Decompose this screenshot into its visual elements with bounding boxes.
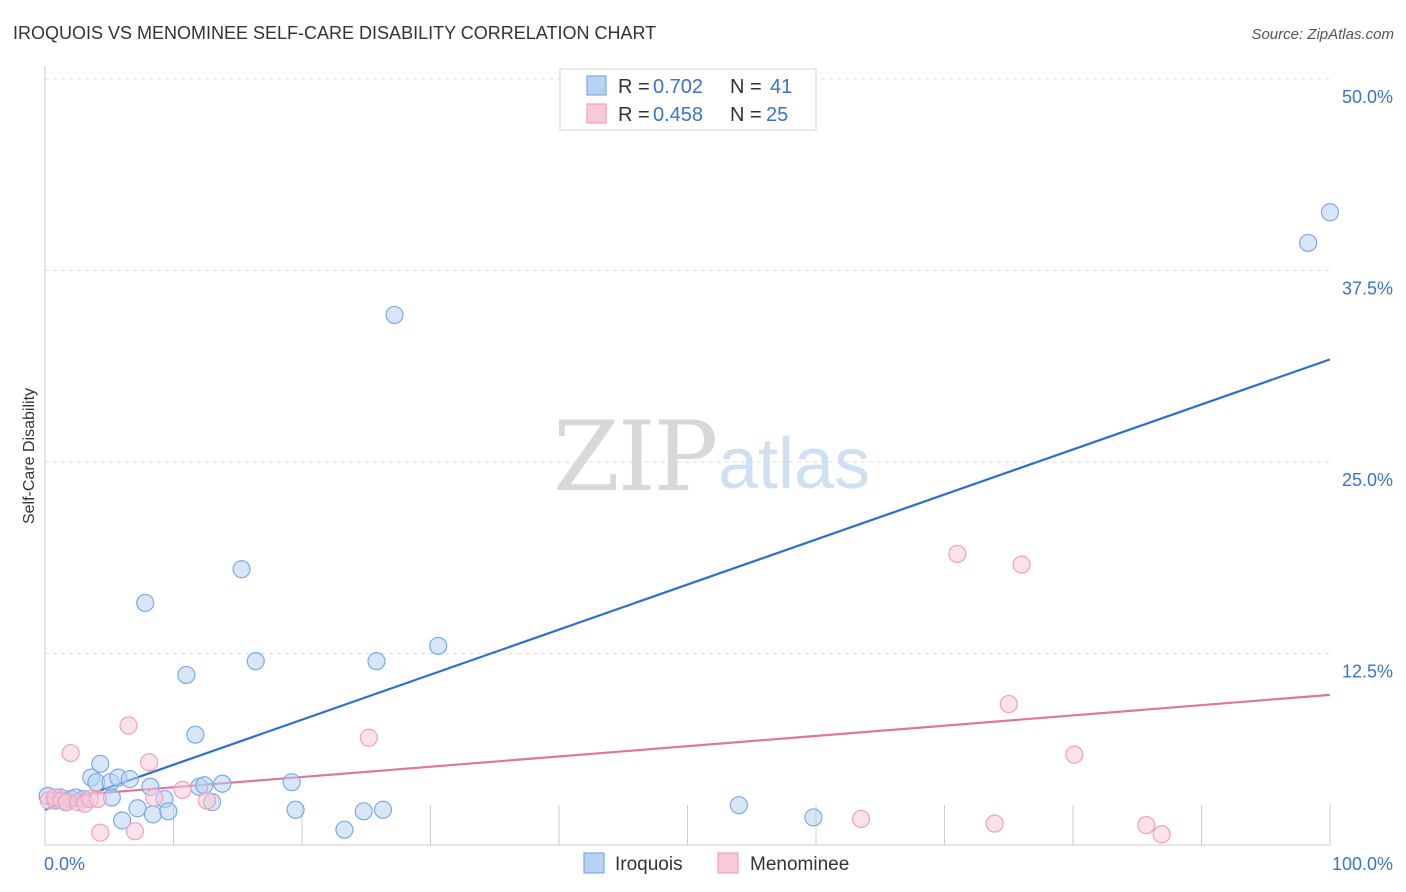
point-iroquois-18 xyxy=(143,805,163,824)
legend-bottom-swatch-iroquois xyxy=(583,852,605,874)
legend-bottom: Iroquois Menominee xyxy=(583,852,849,875)
point-menominee-10 xyxy=(119,716,138,735)
point-iroquois-24 xyxy=(195,776,214,795)
legend-bottom-swatch-menominee xyxy=(717,852,739,874)
point-iroquois-22 xyxy=(186,725,205,744)
point-menominee-9 xyxy=(91,823,110,842)
legend-r-label-2: R = xyxy=(618,104,650,126)
point-iroquois-16 xyxy=(136,593,155,613)
point-iroquois-13 xyxy=(112,811,132,830)
tick-labels: 12.5% 25.0% 37.5% 50.0% 0.0% 100.0% xyxy=(44,87,1393,874)
point-menominee-20 xyxy=(999,694,1018,714)
point-iroquois-20 xyxy=(159,802,178,821)
watermark-atlas: atlas xyxy=(718,424,870,504)
y-tick-label-0: 12.5% xyxy=(1342,662,1393,682)
point-iroquois-15 xyxy=(128,799,147,818)
legend-n-label-2: N = xyxy=(730,104,762,126)
point-iroquois-30 xyxy=(286,800,305,819)
axes xyxy=(44,66,1331,846)
chart-title: IROQUOIS VS MENOMINEE SELF-CARE DISABILI… xyxy=(13,23,656,43)
legend-r-value-2: 0.458 xyxy=(653,104,703,126)
point-menominee-16 xyxy=(359,728,378,747)
y-tick-label-1: 25.0% xyxy=(1342,470,1393,490)
point-iroquois-35 xyxy=(385,305,404,325)
y-tick-label-3: 50.0% xyxy=(1342,87,1393,107)
legend-top: R = 0.702 N = 41 R = 0.458 N = 25 xyxy=(559,68,817,131)
point-iroquois-31 xyxy=(335,820,354,839)
point-iroquois-34 xyxy=(373,800,393,819)
point-iroquois-33 xyxy=(367,652,386,671)
point-menominee-13 xyxy=(145,788,164,807)
watermark-zip: ZIP xyxy=(553,401,716,513)
legend-n-value-1: 41 xyxy=(770,76,792,98)
legend-n-value-2: 25 xyxy=(766,104,788,126)
legend-swatch-menominee xyxy=(586,103,607,124)
point-menominee-21 xyxy=(1012,555,1031,574)
chart-source: Source: ZipAtlas.com xyxy=(1251,26,1394,43)
point-iroquois-9 xyxy=(91,754,110,773)
point-iroquois-38 xyxy=(804,808,823,827)
x-tick-label-0: 0.0% xyxy=(44,854,85,874)
point-iroquois-28 xyxy=(246,652,265,671)
point-menominee-22 xyxy=(1065,745,1084,764)
point-menominee-18 xyxy=(948,544,967,564)
point-iroquois-37 xyxy=(729,796,749,815)
legend-bottom-label-iroquois: Iroquois xyxy=(615,854,683,875)
point-menominee-8 xyxy=(88,789,107,809)
point-menominee-12 xyxy=(139,753,159,772)
point-menominee-23 xyxy=(1137,815,1156,835)
point-menominee-15 xyxy=(197,791,217,810)
x-tick-label-1: 100.0% xyxy=(1332,854,1393,874)
point-menominee-24 xyxy=(1152,825,1171,844)
trend-lines xyxy=(44,358,1331,811)
point-iroquois-21 xyxy=(177,665,196,685)
point-iroquois-27 xyxy=(232,560,251,579)
legend-n-label-1: N = xyxy=(730,76,762,98)
watermark: ZIP atlas xyxy=(553,401,870,513)
legend-bottom-label-menominee: Menominee xyxy=(750,854,849,875)
point-menominee-17 xyxy=(851,809,871,829)
point-menominee-4 xyxy=(61,743,80,763)
y-axis-label: Self-Care Disability xyxy=(21,388,38,524)
point-iroquois-14 xyxy=(120,770,139,789)
y-tick-label-2: 37.5% xyxy=(1342,279,1393,299)
legend-swatch-iroquois xyxy=(586,75,607,96)
legend-r-label-1: R = xyxy=(618,76,650,98)
point-iroquois-26 xyxy=(213,774,232,793)
point-menominee-14 xyxy=(173,780,192,799)
trend-line-menominee xyxy=(44,693,1331,799)
point-menominee-19 xyxy=(985,814,1004,833)
data-points xyxy=(38,203,1340,844)
point-iroquois-29 xyxy=(282,773,301,792)
point-iroquois-36 xyxy=(429,636,448,655)
point-iroquois-32 xyxy=(354,802,373,821)
trend-line-iroquois xyxy=(44,358,1331,811)
point-iroquois-40 xyxy=(1320,203,1340,222)
legend-r-value-1: 0.702 xyxy=(653,76,703,98)
point-iroquois-39 xyxy=(1299,233,1318,253)
point-menominee-11 xyxy=(125,822,145,841)
